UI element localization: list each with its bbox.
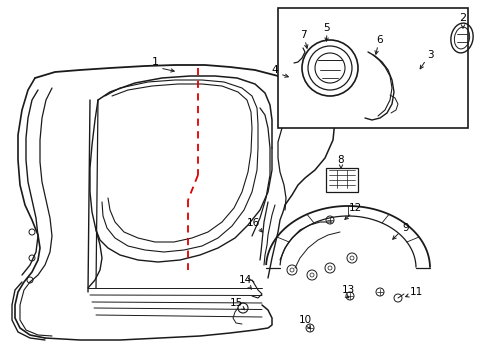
Text: 5: 5 xyxy=(323,23,329,33)
Text: 13: 13 xyxy=(341,285,354,295)
Text: 8: 8 xyxy=(337,155,344,165)
Text: 3: 3 xyxy=(426,50,432,60)
Text: 7: 7 xyxy=(299,30,305,40)
Bar xyxy=(325,168,357,192)
Text: 11: 11 xyxy=(408,287,422,297)
Text: 2: 2 xyxy=(459,13,466,23)
Text: 12: 12 xyxy=(347,203,361,213)
Text: 1: 1 xyxy=(151,57,158,67)
Bar xyxy=(278,8,467,128)
Text: 15: 15 xyxy=(229,298,242,308)
Text: 10: 10 xyxy=(298,315,311,325)
Text: 14: 14 xyxy=(238,275,251,285)
Text: 4: 4 xyxy=(271,65,278,75)
Text: 6: 6 xyxy=(376,35,383,45)
Text: 9: 9 xyxy=(402,223,408,233)
Text: 16: 16 xyxy=(246,218,259,228)
